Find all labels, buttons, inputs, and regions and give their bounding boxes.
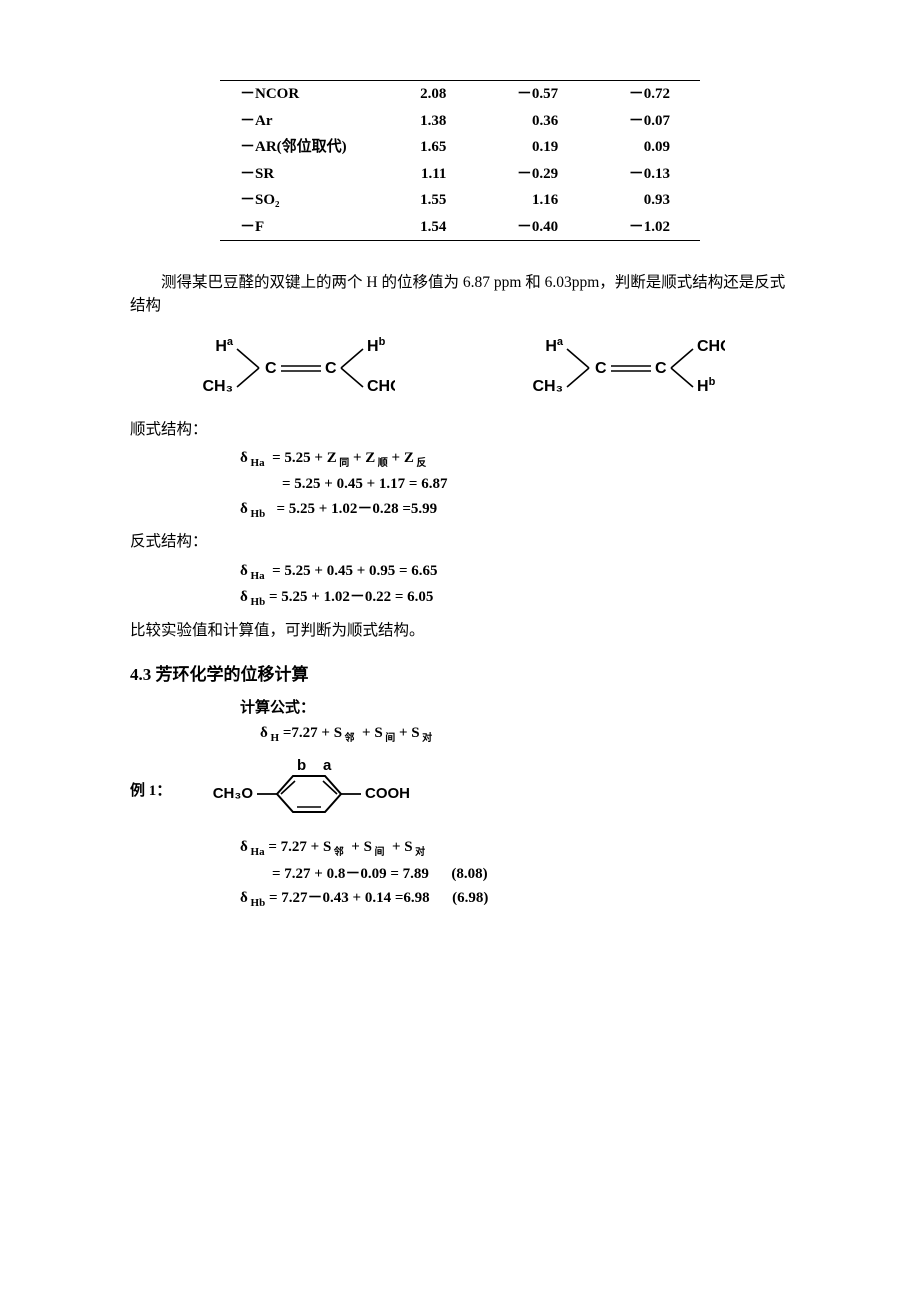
svg-text:Hb: Hb: [367, 336, 386, 355]
row-label: －AR(邻位取代): [220, 134, 365, 161]
row-label: －F: [220, 214, 365, 241]
section-4-3-title: 4.3 芳环化学的位移计算: [130, 662, 790, 688]
structure-diagram-row: Ha CH₃ C C Hb CHO Ha CH₃ C C CHO H: [130, 333, 790, 403]
trans-line2: δ Hb = 5.25 + 1.02－0.22 = 6.05: [240, 589, 433, 605]
row-label: －Ar: [220, 108, 365, 135]
svg-text:CH₃: CH₃: [202, 378, 233, 395]
row-c1: 2.08: [365, 81, 477, 108]
formula-label: 计算公式：: [240, 697, 790, 720]
row-c3: －0.07: [588, 108, 700, 135]
example-1-label: 例 1：: [130, 780, 171, 803]
row-c2: －0.29: [476, 161, 588, 188]
cis-structure-diagram: Ha CH₃ C C Hb CHO: [195, 333, 395, 403]
cis-label: 顺式结构：: [130, 418, 790, 441]
svg-text:Hb: Hb: [697, 376, 716, 395]
row-c3: －0.13: [588, 161, 700, 188]
row-c2: 1.16: [476, 187, 588, 214]
svg-text:C: C: [595, 360, 607, 377]
row-label: －SR: [220, 161, 365, 188]
svg-text:C: C: [325, 360, 337, 377]
row-c3: 0.09: [588, 134, 700, 161]
row-c2: 0.19: [476, 134, 588, 161]
row-c1: 1.65: [365, 134, 477, 161]
trans-formula-block: δ Ha = 5.25 + 0.45 + 0.95 = 6.65 δ Hb = …: [240, 560, 790, 611]
svg-text:a: a: [323, 757, 332, 774]
trans-line1: δ Ha = 5.25 + 0.45 + 0.95 = 6.65: [240, 563, 438, 579]
svg-text:b: b: [297, 757, 306, 774]
svg-text:Ha: Ha: [545, 336, 564, 355]
formula-label-block: 计算公式： δ H =7.27 + S 邻 + S 间 + S 对: [240, 697, 790, 746]
benzene-structure-diagram: CH₃O COOH b a: [201, 756, 461, 826]
table-row: －SO₂1.551.160.93: [220, 187, 700, 214]
row-c1: 1.38: [365, 108, 477, 135]
svg-text:COOH: COOH: [365, 785, 410, 802]
table-row: －F1.54－0.40－1.02: [220, 214, 700, 241]
row-c2: －0.57: [476, 81, 588, 108]
row-label: －NCOR: [220, 81, 365, 108]
cis-line3: δ Hb = 5.25 + 1.02－0.28 =5.99: [240, 501, 437, 517]
cis-formula-block: δ Ha = 5.25 + Z 同 + Z 顺 + Z 反 = 5.25 + 0…: [240, 447, 790, 523]
example-1-row: 例 1： CH₃O COOH b a: [130, 756, 790, 826]
aromatic-formula: δ H =7.27 + S 邻 + S 间 + S 对: [260, 725, 432, 741]
row-c2: 0.36: [476, 108, 588, 135]
ex1-line3: δ Hb = 7.27－0.43 + 0.14 =6.98 (6.98): [240, 890, 488, 906]
cis-line2: = 5.25 + 0.45 + 1.17 = 6.87: [282, 476, 447, 492]
example-1-formula-block: δ Ha = 7.27 + S 邻 + S 间 + S 对 = 7.27 + 0…: [240, 836, 790, 912]
trans-label: 反式结构：: [130, 530, 790, 553]
svg-text:CHO: CHO: [697, 338, 725, 355]
svg-text:CH₃: CH₃: [532, 378, 563, 395]
table-row: －Ar1.380.36－0.07: [220, 108, 700, 135]
table-row: －AR(邻位取代)1.650.190.09: [220, 134, 700, 161]
cis-line1: δ Ha = 5.25 + Z 同 + Z 顺 + Z 反: [240, 450, 426, 466]
conclusion-paragraph: 比较实验值和计算值，可判断为顺式结构。: [130, 619, 790, 642]
row-c3: －0.72: [588, 81, 700, 108]
svg-text:Ha: Ha: [215, 336, 234, 355]
ex1-line2: = 7.27 + 0.8－0.09 = 7.89 (8.08): [272, 866, 488, 882]
row-c1: 1.54: [365, 214, 477, 241]
svg-text:CHO: CHO: [367, 378, 395, 395]
substituent-table: －NCOR2.08－0.57－0.72－Ar1.380.36－0.07－AR(邻…: [220, 80, 700, 241]
row-c3: －1.02: [588, 214, 700, 241]
row-label: －SO₂: [220, 187, 365, 214]
ex1-line1: δ Ha = 7.27 + S 邻 + S 间 + S 对: [240, 839, 425, 855]
trans-structure-diagram: Ha CH₃ C C CHO Hb: [525, 333, 725, 403]
row-c1: 1.55: [365, 187, 477, 214]
row-c1: 1.11: [365, 161, 477, 188]
svg-text:C: C: [655, 360, 667, 377]
row-c3: 0.93: [588, 187, 700, 214]
table-row: －SR1.11－0.29－0.13: [220, 161, 700, 188]
table-row: －NCOR2.08－0.57－0.72: [220, 81, 700, 108]
svg-text:CH₃O: CH₃O: [213, 785, 254, 802]
row-c2: －0.40: [476, 214, 588, 241]
intro-paragraph: 测得某巴豆醛的双键上的两个 H 的位移值为 6.87 ppm 和 6.03ppm…: [130, 271, 790, 318]
svg-text:C: C: [265, 360, 277, 377]
